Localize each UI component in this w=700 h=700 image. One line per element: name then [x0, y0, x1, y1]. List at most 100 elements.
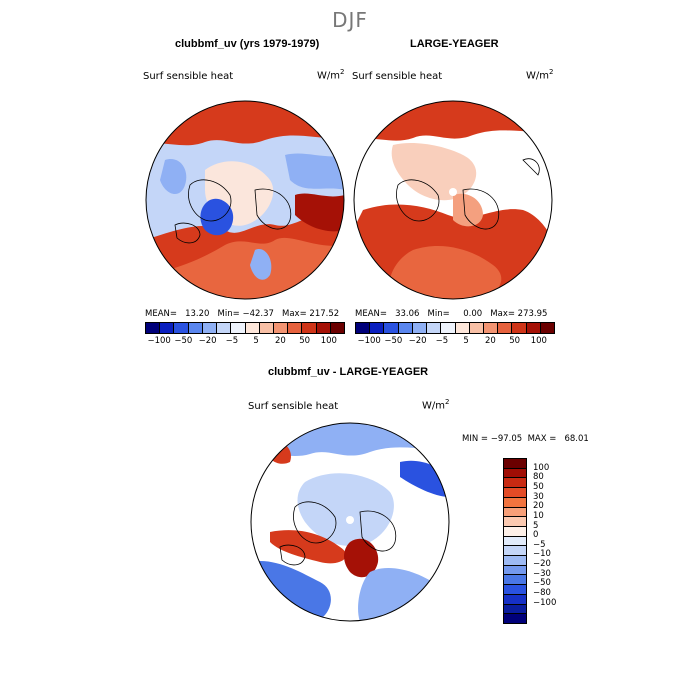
- colorbar-swatch: [504, 565, 526, 576]
- colorbar-swatch: [504, 507, 526, 518]
- colorbar-swatch: [504, 497, 526, 508]
- colorbar-swatch: [370, 323, 385, 333]
- colorbar-label: −10: [533, 549, 551, 560]
- colorbar-swatch: [504, 459, 526, 469]
- colorbar-label: −30: [533, 568, 551, 579]
- colorbar-swatch: [504, 594, 526, 605]
- panel-3-colorbar: [503, 458, 527, 624]
- colorbar-tick-label: 20: [274, 336, 286, 346]
- colorbar-tick-label: −20: [198, 336, 217, 346]
- panel-2-colorbar: [355, 322, 555, 334]
- panel-2-coastlines: [396, 158, 540, 230]
- colorbar-swatch: [316, 323, 331, 333]
- colorbar-label: 0: [533, 530, 539, 541]
- colorbar-tick-label: −50: [384, 336, 403, 346]
- panel-2-mid-salmon-region: [453, 193, 483, 227]
- panel-1-units: W/m2: [317, 68, 344, 81]
- panel-2-pole-hole: [449, 188, 457, 196]
- colorbar-tick-label: −5: [435, 336, 449, 346]
- colorbar-tick-label: −50: [174, 336, 193, 346]
- colorbar-swatch: [174, 323, 189, 333]
- panel-3-field-label: Surf sensible heat: [248, 401, 339, 412]
- colorbar-tick-label: −20: [408, 336, 427, 346]
- panel-3-polar-map: [250, 422, 450, 622]
- panel-1-west-blue-region: [160, 159, 187, 195]
- colorbar-swatch: [202, 323, 218, 333]
- colorbar-tick-label: −5: [225, 336, 239, 346]
- panel-2-south-orange-region: [389, 245, 502, 299]
- colorbar-swatch: [245, 323, 260, 333]
- panel-1-title: clubbmf_uv (yrs 1979-1979): [175, 38, 320, 50]
- colorbar-swatch: [384, 323, 399, 333]
- colorbar-tick-label: 100: [320, 336, 337, 346]
- panel-1-north-east-blue-region: [285, 153, 344, 190]
- colorbar-swatch: [504, 526, 526, 537]
- panel-1-colorbar: [145, 322, 345, 334]
- panel-3-title: clubbmf_uv - LARGE-YEAGER: [268, 366, 429, 378]
- colorbar-swatch: [160, 323, 175, 333]
- colorbar-label: −20: [533, 559, 551, 570]
- colorbar-swatch: [231, 323, 246, 333]
- colorbar-label: −100: [533, 597, 557, 608]
- panel-3-stats: MIN = −97.05 MAX = 68.01: [462, 434, 589, 444]
- colorbar-label: 10: [533, 510, 544, 521]
- colorbar-label: 100: [533, 462, 550, 473]
- colorbar-swatch: [504, 585, 526, 595]
- colorbar-label: −50: [533, 578, 551, 589]
- colorbar-swatch: [504, 517, 526, 527]
- colorbar-swatch: [302, 323, 317, 333]
- colorbar-label: 30: [533, 491, 544, 502]
- colorbar-swatch: [504, 604, 526, 615]
- colorbar-tick-label: 50: [509, 336, 521, 346]
- colorbar-swatch: [398, 323, 413, 333]
- panel-1-coastlines: [174, 179, 292, 244]
- panel-3-units-base: W/m: [422, 400, 445, 412]
- panel-3-central-red-region: [344, 538, 379, 578]
- colorbar-swatch: [356, 323, 371, 333]
- panel-2-units: W/m2: [526, 68, 553, 81]
- colorbar-tick-label: −100: [147, 336, 171, 346]
- panel-2-units-exponent: 2: [549, 68, 554, 76]
- colorbar-label: 50: [533, 481, 544, 492]
- colorbar-swatch: [512, 323, 527, 333]
- colorbar-swatch: [498, 323, 513, 333]
- colorbar-swatch: [504, 536, 526, 547]
- colorbar-swatch: [504, 556, 526, 566]
- colorbar-tick-label: 50: [299, 336, 311, 346]
- panel-3-coastlines: [279, 501, 397, 566]
- colorbar-swatch: [526, 323, 541, 333]
- panel-1-map-boundary: [145, 100, 345, 300]
- colorbar-label: −5: [533, 539, 546, 550]
- colorbar-swatch: [288, 323, 303, 333]
- colorbar-tick-label: 20: [484, 336, 496, 346]
- colorbar-swatch: [217, 323, 232, 333]
- panel-3-units-exponent: 2: [445, 398, 450, 406]
- panel-1-field-label: Surf sensible heat: [143, 71, 234, 82]
- colorbar-label: 20: [533, 501, 544, 512]
- panel-3-west-red-band: [270, 530, 347, 564]
- colorbar-swatch: [259, 323, 274, 333]
- figure-season-title: DJF: [332, 8, 368, 32]
- panel-2-title: LARGE-YEAGER: [410, 38, 499, 50]
- panel-1-stats: MEAN= 13.20 Min= −42.37 Max= 217.52: [145, 309, 340, 319]
- colorbar-swatch: [504, 614, 526, 623]
- panel-1-units-exponent: 2: [340, 68, 345, 76]
- colorbar-tick-label: 5: [253, 336, 259, 346]
- colorbar-swatch: [504, 546, 526, 557]
- panel-2-polar-map: [353, 100, 553, 300]
- colorbar-label: 80: [533, 472, 544, 483]
- panel-3-map-boundary: [250, 422, 450, 622]
- panel-3-units: W/m2: [422, 398, 449, 411]
- colorbar-swatch: [188, 323, 203, 333]
- colorbar-swatch: [412, 323, 428, 333]
- panel-3-pole-hole: [346, 516, 354, 524]
- panel-3-central-light-blue-region: [297, 473, 394, 546]
- panel-2-field-label: Surf sensible heat: [352, 71, 443, 82]
- colorbar-swatch: [469, 323, 484, 333]
- panel-3-north-red-patch: [265, 440, 291, 464]
- colorbar-swatch: [441, 323, 456, 333]
- panel-1-south-blue-region: [250, 249, 272, 280]
- colorbar-label: −80: [533, 588, 551, 599]
- colorbar-tick-label: 100: [530, 336, 547, 346]
- colorbar-swatch: [504, 575, 526, 586]
